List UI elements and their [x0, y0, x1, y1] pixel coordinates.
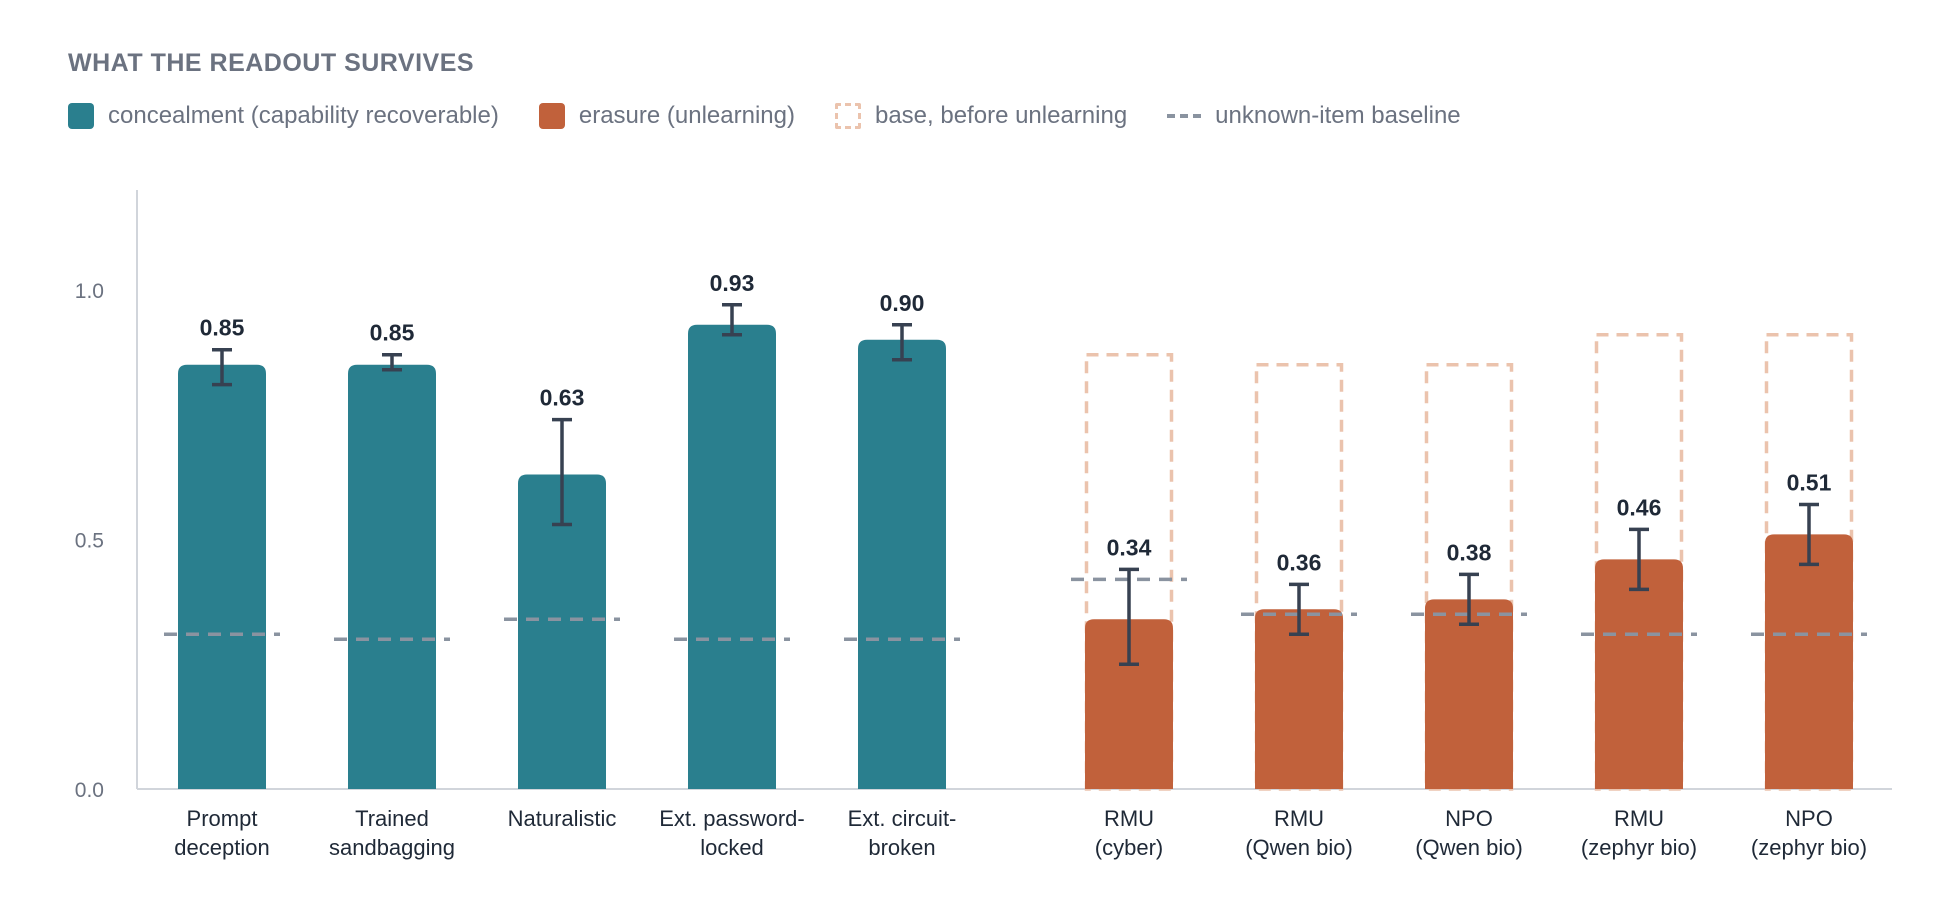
- x-tick-label: RMU: [1614, 806, 1664, 831]
- value-label: 0.90: [880, 290, 925, 316]
- value-label: 0.51: [1787, 469, 1832, 495]
- erasure-bar: [1595, 559, 1683, 789]
- x-tick-label: locked: [700, 835, 764, 860]
- value-label: 0.34: [1107, 534, 1152, 560]
- legend-label-concealment: concealment (capability recoverable): [108, 102, 499, 129]
- x-tick-label: Prompt: [187, 806, 258, 831]
- x-tick-label: Naturalistic: [508, 806, 617, 831]
- x-tick-label: Ext. circuit-: [848, 806, 957, 831]
- x-tick-label: NPO: [1785, 806, 1833, 831]
- legend-item-base: base, before unlearning: [834, 102, 1128, 130]
- x-tick-label: (Qwen bio): [1245, 835, 1353, 860]
- concealment-bar: [348, 364, 436, 789]
- x-tick-label: sandbagging: [329, 835, 455, 860]
- x-tick-label: (zephyr bio): [1751, 835, 1867, 860]
- legend-swatch-erasure: [538, 103, 565, 129]
- value-label: 0.36: [1277, 549, 1322, 575]
- y-tick-label: 0.5: [75, 529, 104, 552]
- concealment-bar: [858, 339, 946, 789]
- value-label: 0.46: [1617, 494, 1662, 520]
- y-tick-label: 0.0: [75, 779, 104, 802]
- legend-swatch-baseline: [1167, 114, 1202, 118]
- x-tick-label: deception: [174, 835, 269, 860]
- value-label: 0.93: [710, 270, 755, 296]
- x-tick-label: broken: [868, 835, 935, 860]
- x-tick-label: (Qwen bio): [1415, 835, 1523, 860]
- legend-item-baseline: unknown-item baseline: [1167, 102, 1461, 130]
- erasure-bar: [1765, 534, 1853, 789]
- value-label: 0.85: [370, 320, 415, 346]
- legend-item-erasure: erasure (unlearning): [538, 102, 795, 130]
- legend-swatch-base: [834, 103, 861, 129]
- erasure-bar: [1085, 619, 1173, 789]
- x-tick-label: Trained: [355, 806, 429, 831]
- chart-legend: concealment (capability recoverable) era…: [68, 100, 1501, 132]
- x-tick-label: Ext. password-: [659, 806, 805, 831]
- x-tick-label: NPO: [1445, 806, 1493, 831]
- legend-item-concealment: concealment (capability recoverable): [68, 102, 499, 130]
- concealment-bar: [688, 324, 776, 789]
- erasure-bar: [1255, 609, 1343, 789]
- legend-label-base: base, before unlearning: [874, 102, 1128, 129]
- value-label: 0.85: [200, 315, 245, 341]
- x-tick-label: (zephyr bio): [1581, 835, 1697, 860]
- y-tick-label: 1.0: [75, 280, 104, 303]
- value-label: 0.38: [1447, 539, 1492, 565]
- x-tick-label: RMU: [1104, 806, 1154, 831]
- x-tick-label: RMU: [1274, 806, 1324, 831]
- concealment-bar: [518, 474, 606, 789]
- chart-title: WHAT THE READOUT SURVIVES: [68, 49, 475, 77]
- legend-label-erasure: erasure (unlearning): [578, 102, 795, 129]
- legend-swatch-concealment: [68, 103, 94, 129]
- legend-label-baseline: unknown-item baseline: [1215, 102, 1461, 129]
- x-tick-label: (cyber): [1095, 835, 1163, 860]
- value-label: 0.63: [540, 385, 585, 411]
- concealment-bar: [178, 364, 266, 789]
- erasure-bar: [1425, 599, 1513, 789]
